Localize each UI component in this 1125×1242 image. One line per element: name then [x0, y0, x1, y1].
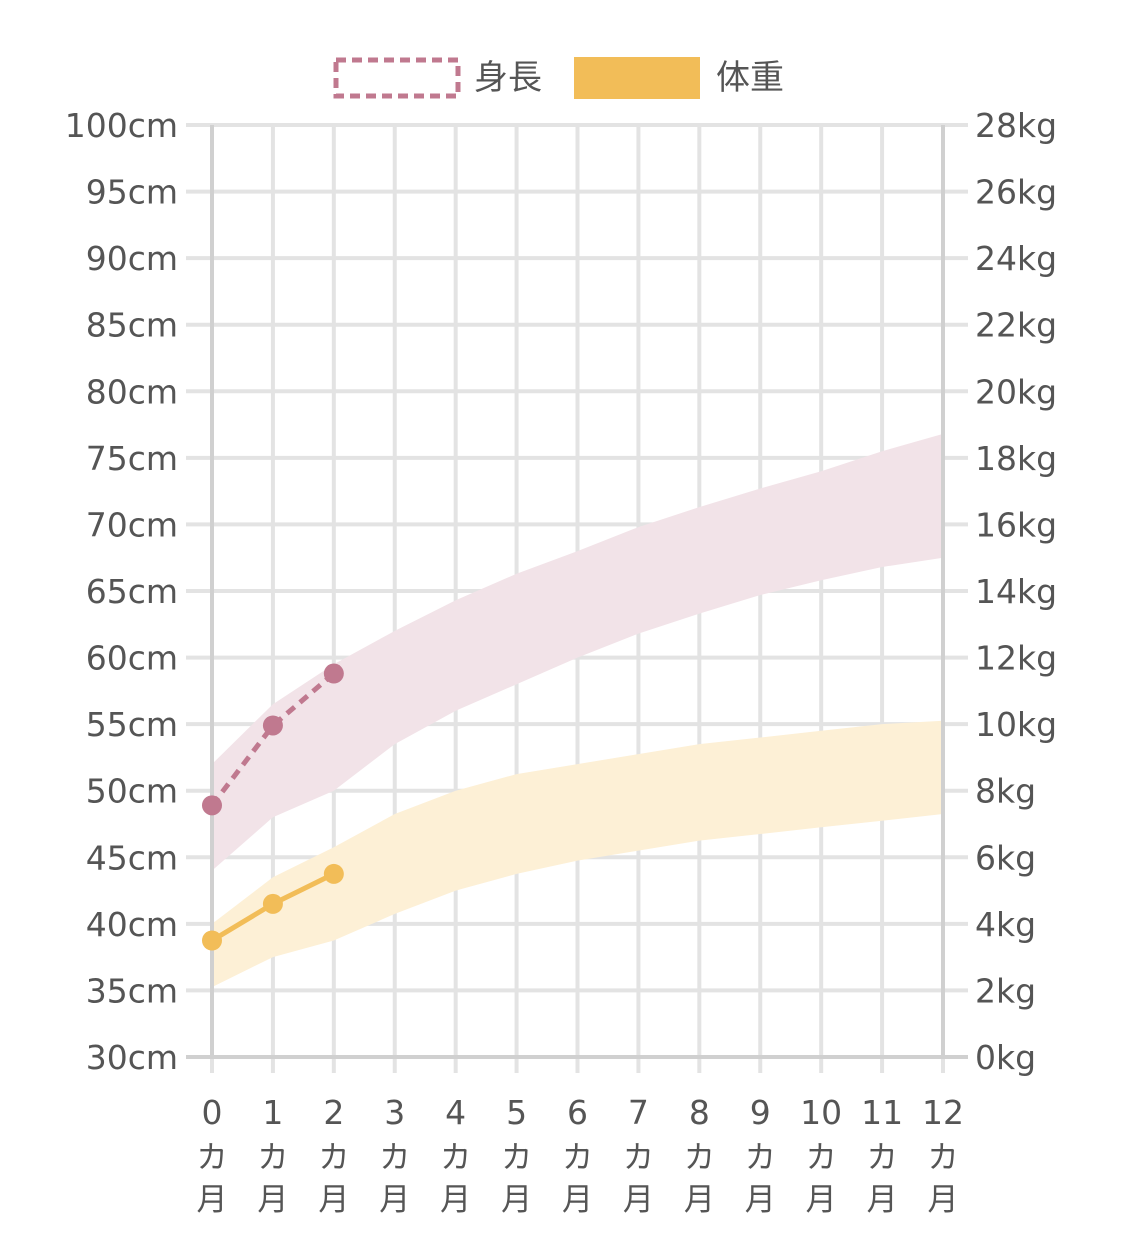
- x-tick-label: 8: [689, 1093, 710, 1132]
- x-tick-unit-ka: カ: [867, 1140, 898, 1176]
- axes: 100cm 95cm 90cm 85cm 80cm 75cm 70cm 65cm 60cm 55c…: [65, 106, 1057, 1218]
- y-right-tick-label: 28kg: [975, 106, 1057, 145]
- y-right-tick-label: 0kg: [975, 1038, 1036, 1077]
- y-right-tick-label: 16kg: [975, 505, 1057, 544]
- x-tick-label: 11: [861, 1093, 903, 1132]
- y-right-tick-label: 18kg: [975, 439, 1057, 478]
- x-tick-unit-ka: カ: [440, 1140, 471, 1176]
- y-right-tick-label: 12kg: [975, 639, 1057, 678]
- y-right-tick-label: 10kg: [975, 705, 1057, 744]
- x-tick-label: 0: [202, 1093, 223, 1132]
- y-left-tick-label: 55cm: [86, 705, 178, 744]
- x-tick-unit-getsu: 月: [562, 1182, 593, 1218]
- x-tick-unit-getsu: 月: [440, 1182, 471, 1218]
- x-tick-unit-ka: カ: [501, 1140, 532, 1176]
- x-tick-unit-ka: カ: [806, 1140, 837, 1176]
- y-left-tick-label: 70cm: [86, 505, 178, 544]
- y-right-tick-label: 20kg: [975, 372, 1057, 411]
- series-point-0: [323, 663, 344, 684]
- x-tick-label: 2: [323, 1093, 344, 1132]
- x-tick-unit-ka: カ: [684, 1140, 715, 1176]
- x-tick-unit-getsu: 月: [806, 1182, 837, 1218]
- x-tick-label: 9: [750, 1093, 771, 1132]
- legend: 身長 体重: [333, 57, 784, 99]
- reference-bands: [212, 433, 943, 988]
- x-tick-unit-ka: カ: [623, 1140, 654, 1176]
- y-left-tick-label: 35cm: [86, 971, 178, 1010]
- y-right-tick-label: 26kg: [975, 173, 1057, 212]
- series-point-0: [262, 715, 283, 736]
- x-tick-label: 12: [922, 1093, 964, 1132]
- x-tick-unit-ka: カ: [562, 1140, 593, 1176]
- x-tick-unit-ka: カ: [197, 1140, 228, 1176]
- x-tick-unit-getsu: 月: [867, 1182, 898, 1218]
- series-line-0: [210, 671, 336, 807]
- x-tick-label: 4: [445, 1093, 466, 1132]
- x-tick-unit-getsu: 月: [501, 1182, 532, 1218]
- y-left-tick-label: 100cm: [65, 106, 178, 145]
- x-tick-label: 5: [506, 1093, 527, 1132]
- y-left-tick-label: 50cm: [86, 772, 178, 811]
- y-right-tick-label: 6kg: [975, 838, 1036, 877]
- x-tick-unit-getsu: 月: [928, 1182, 959, 1218]
- y-left-tick-label: 30cm: [86, 1038, 178, 1077]
- x-tick-label: 1: [262, 1093, 283, 1132]
- y-right-tick-label: 4kg: [975, 905, 1036, 944]
- series-point-1: [262, 893, 283, 914]
- y-left-tick-label: 65cm: [86, 572, 178, 611]
- y-left-tick-label: 40cm: [86, 905, 178, 944]
- legend-label-weight: 体重: [716, 58, 784, 98]
- x-tick-unit-getsu: 月: [379, 1182, 410, 1218]
- x-tick-unit-getsu: 月: [684, 1182, 715, 1218]
- x-tick-label: 6: [567, 1093, 588, 1132]
- legend-swatch-height: [333, 57, 461, 99]
- series-point-1: [202, 930, 222, 951]
- x-tick-label: 3: [384, 1093, 405, 1132]
- x-tick-unit-getsu: 月: [257, 1182, 288, 1218]
- y-right-tick-label: 8kg: [975, 772, 1036, 811]
- reference-band-1: [212, 720, 943, 988]
- y-left-tick-label: 95cm: [86, 173, 178, 212]
- y-right-tick-label: 14kg: [975, 572, 1057, 611]
- x-tick-unit-getsu: 月: [318, 1182, 349, 1218]
- y-right-tick-label: 22kg: [975, 306, 1057, 345]
- x-tick-unit-getsu: 月: [623, 1182, 654, 1218]
- series-point-1: [323, 863, 344, 884]
- series-point-0: [202, 795, 222, 816]
- data-series: [202, 663, 344, 951]
- x-tick-unit-getsu: 月: [197, 1182, 228, 1218]
- x-tick-unit-getsu: 月: [745, 1182, 776, 1218]
- legend-label-height: 身長: [474, 58, 542, 98]
- y-left-tick-label: 45cm: [86, 838, 178, 877]
- y-left-tick-label: 85cm: [86, 306, 178, 345]
- y-right-tick-label: 24kg: [975, 239, 1057, 278]
- x-tick-unit-ka: カ: [745, 1140, 776, 1176]
- x-tick-label: 7: [628, 1093, 649, 1132]
- y-left-tick-label: 90cm: [86, 239, 178, 278]
- y-left-tick-label: 60cm: [86, 639, 178, 678]
- x-tick-unit-ka: カ: [379, 1140, 410, 1176]
- legend-swatch-weight: [574, 57, 700, 99]
- x-tick-unit-ka: カ: [257, 1140, 288, 1176]
- y-left-tick-label: 75cm: [86, 439, 178, 478]
- y-right-tick-label: 2kg: [975, 971, 1036, 1010]
- x-tick-label: 10: [800, 1093, 842, 1132]
- x-tick-unit-ka: カ: [928, 1140, 959, 1176]
- reference-band-0: [212, 433, 943, 871]
- x-tick-unit-ka: カ: [318, 1140, 349, 1176]
- y-left-tick-label: 80cm: [86, 372, 178, 411]
